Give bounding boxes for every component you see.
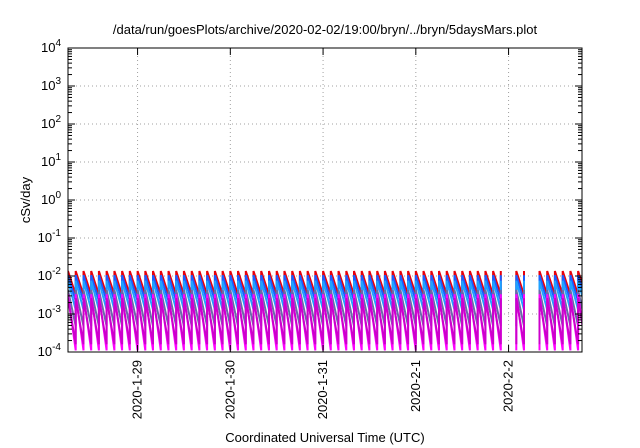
x-tick-label: 2020-1-31 bbox=[315, 360, 330, 419]
y-tick-label: 103 bbox=[41, 76, 61, 93]
series-line-5 bbox=[538, 298, 582, 345]
series-lines bbox=[68, 270, 582, 351]
y-tick-label: 100 bbox=[41, 190, 61, 207]
chart-title: /data/run/goesPlots/archive/2020-02-02/1… bbox=[113, 22, 538, 37]
y-tick-label: 10-4 bbox=[38, 342, 62, 359]
y-tick-label: 10-3 bbox=[38, 304, 62, 321]
x-tick-label: 2020-2-2 bbox=[501, 360, 516, 412]
x-tick-label: 2020-1-30 bbox=[222, 360, 237, 419]
grid bbox=[68, 48, 582, 352]
y-tick-label: 10-1 bbox=[38, 228, 62, 245]
y-tick-label: 101 bbox=[41, 152, 61, 169]
series-line-5 bbox=[68, 298, 502, 345]
y-axis-label: cSv/day bbox=[18, 176, 33, 223]
y-tick-label: 10-2 bbox=[38, 266, 62, 283]
y-tick-label: 104 bbox=[41, 38, 61, 55]
x-tick-label: 2020-1-29 bbox=[130, 360, 145, 419]
x-axis-label: Coordinated Universal Time (UTC) bbox=[225, 430, 424, 445]
axis-ticks: 10-4 10-3 10-2 10-1 100 101 102 103 104 2020-1-29… bbox=[38, 38, 582, 419]
y-tick-label: 102 bbox=[41, 114, 61, 131]
series-line-5 bbox=[515, 298, 525, 345]
x-tick-label: 2020-2-1 bbox=[408, 360, 423, 412]
